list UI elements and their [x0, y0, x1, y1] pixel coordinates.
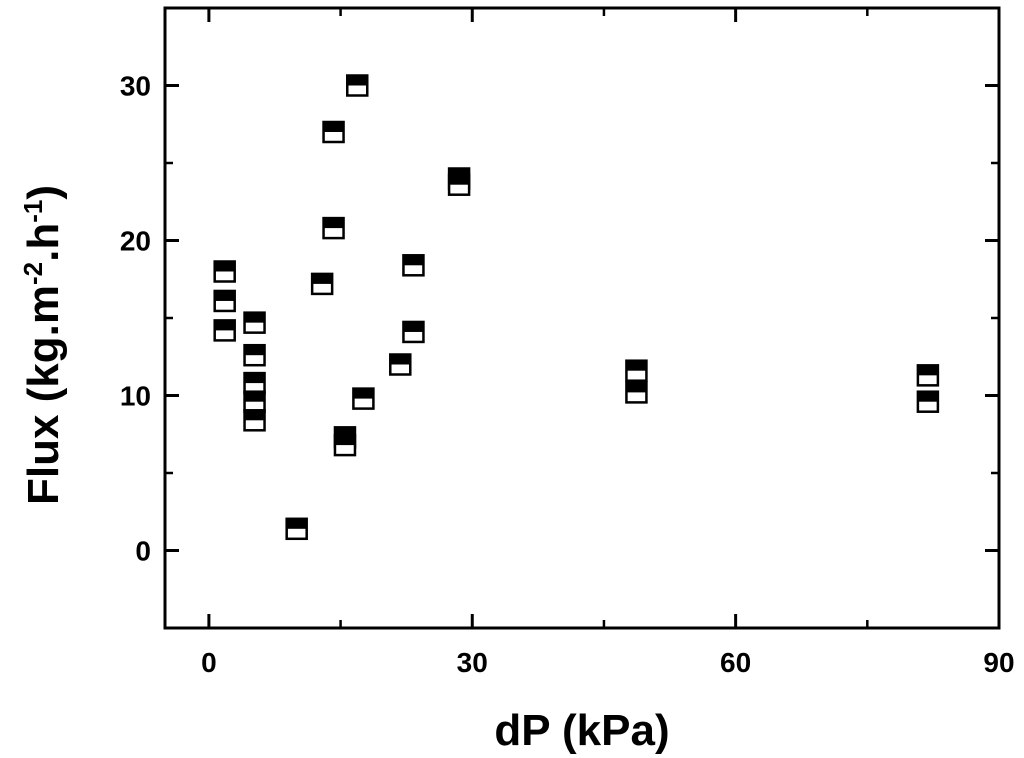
data-point [213, 260, 236, 283]
y-axis-title-prefix: Flux (kg.m [19, 285, 68, 505]
data-point [243, 371, 266, 395]
data-point [447, 173, 471, 196]
y-tick-label: 0 [135, 536, 151, 567]
data-point [243, 390, 266, 413]
data-point [333, 433, 357, 457]
data-point [916, 364, 940, 387]
y-tick-label: 30 [120, 71, 151, 102]
y-tick-label: 10 [120, 381, 151, 412]
tick-labels: 0 30 60 90 0 10 20 30 [120, 71, 1015, 679]
x-tick-label: 30 [457, 647, 488, 678]
data-point [402, 320, 425, 344]
data-point [625, 381, 648, 404]
x-tick-label: 90 [983, 647, 1014, 678]
data-point [346, 74, 369, 97]
y-axis-title-sup1: -2 [18, 262, 48, 285]
data-point [916, 390, 940, 413]
x-tick-label: 0 [201, 647, 217, 678]
data-point [243, 343, 266, 367]
data-point [243, 311, 266, 334]
data-point [322, 120, 345, 144]
data-point [285, 517, 308, 541]
data-point [213, 289, 236, 313]
axis-ticks [165, 8, 1001, 628]
data-point [213, 319, 236, 342]
x-axis-title: dP (kPa) [494, 706, 669, 755]
y-axis-title-mid: .h [19, 223, 68, 262]
data-markers [213, 74, 940, 541]
data-point [310, 272, 334, 296]
x-tick-label: 60 [720, 647, 751, 678]
data-point [625, 359, 648, 382]
y-axis-title: Flux (kg.m-2.h-1) [18, 185, 68, 505]
y-axis-title-suffix: ) [19, 185, 68, 200]
data-point [402, 254, 425, 277]
data-point [243, 409, 266, 432]
y-tick-label: 20 [120, 226, 151, 257]
y-axis-title-sup2: -1 [18, 200, 48, 223]
data-point [389, 353, 412, 376]
data-point [322, 216, 345, 240]
data-point [352, 387, 375, 410]
